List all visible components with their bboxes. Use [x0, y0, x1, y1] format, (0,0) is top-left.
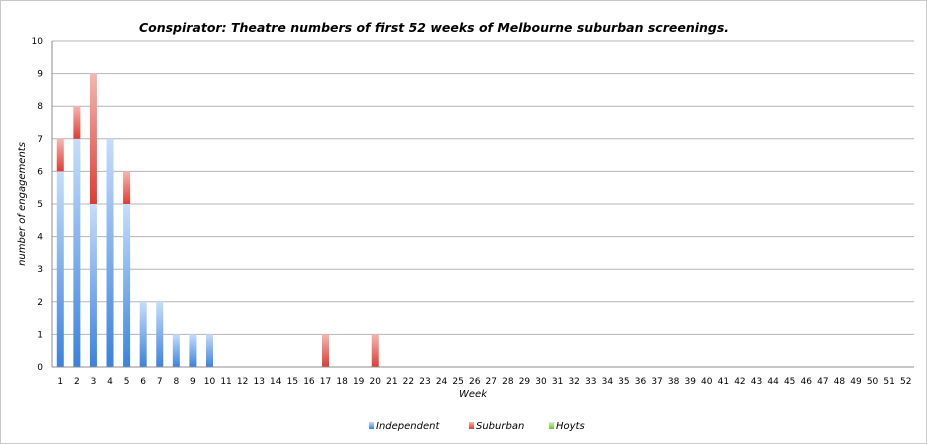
axes [51, 41, 914, 368]
bar-suburban-week-1 [56, 138, 64, 172]
legend-label-suburban: Suburban [476, 421, 524, 432]
legend-swatch-hoyts [549, 422, 554, 429]
bar-independent-week-6 [139, 301, 147, 367]
x-tick-label: 44 [767, 377, 779, 387]
bar-independent-week-9 [189, 334, 197, 367]
x-tick-label: 4 [107, 377, 113, 387]
y-tick-label: 4 [37, 233, 43, 243]
bar-independent-week-4 [106, 138, 114, 367]
x-tick-label: 48 [834, 377, 846, 387]
y-tick-label: 10 [32, 37, 44, 47]
legend-label-hoyts: Hoyts [556, 421, 585, 432]
y-tick-label: 2 [37, 298, 43, 308]
y-tick-label: 8 [37, 102, 43, 112]
x-tick-label: 43 [751, 377, 762, 387]
legend-swatch-suburban [469, 422, 474, 429]
gridlines [52, 40, 914, 368]
bar-independent-week-10 [205, 334, 213, 367]
x-tick-label: 22 [403, 377, 414, 387]
x-tick-label: 17 [320, 377, 331, 387]
bar-suburban-week-3 [89, 73, 97, 204]
x-tick-label: 18 [336, 377, 348, 387]
x-tick-label: 34 [602, 377, 614, 387]
x-tick-label: 3 [91, 377, 97, 387]
x-tick-label: 25 [452, 377, 463, 387]
y-tick-label: 6 [37, 167, 43, 177]
x-tick-label: 29 [519, 377, 531, 387]
x-tick-label: 28 [502, 377, 514, 387]
y-tick-label: 7 [37, 135, 43, 145]
x-tick-label: 26 [469, 377, 481, 387]
y-tick-label: 1 [37, 330, 43, 340]
x-tick-label: 5 [124, 377, 130, 387]
legend-swatch-independent [369, 422, 374, 429]
x-tick-label: 42 [734, 377, 745, 387]
x-tick-label: 39 [684, 377, 696, 387]
bar-suburban-week-5 [123, 171, 131, 204]
x-tick-label: 38 [668, 377, 680, 387]
x-tick-label: 20 [370, 377, 382, 387]
x-tick-label: 52 [900, 377, 911, 387]
bar-independent-week-5 [123, 204, 131, 367]
x-tick-label: 50 [867, 377, 879, 387]
x-tick-label: 12 [237, 377, 248, 387]
x-tick-label: 33 [585, 377, 596, 387]
y-axis-label: number of engagements [17, 142, 28, 266]
x-tick-label: 1 [57, 377, 63, 387]
x-tick-label: 6 [140, 377, 146, 387]
bars [56, 73, 379, 367]
x-tick-label: 2 [74, 377, 80, 387]
x-tick-label: 40 [701, 377, 713, 387]
x-axis-label: Week [459, 389, 488, 400]
x-tick-label: 15 [287, 377, 298, 387]
bar-independent-week-3 [89, 204, 97, 367]
bar-independent-week-1 [56, 171, 64, 367]
x-tick-label: 47 [817, 377, 828, 387]
bar-independent-week-2 [73, 138, 81, 367]
x-tick-label: 36 [635, 377, 647, 387]
x-tick-label: 16 [303, 377, 315, 387]
x-tick-label: 49 [850, 377, 862, 387]
x-tick-label: 51 [883, 377, 894, 387]
x-tick-label: 30 [535, 377, 547, 387]
legend-label-independent: Independent [376, 421, 440, 432]
x-tick-label: 24 [436, 377, 448, 387]
x-tick-label: 37 [651, 377, 662, 387]
x-tick-label: 8 [173, 377, 179, 387]
y-tick-label: 3 [37, 265, 43, 275]
x-tick-label: 23 [419, 377, 430, 387]
x-tick-label: 35 [618, 377, 629, 387]
y-tick-label: 0 [37, 363, 43, 373]
y-tick-label: 5 [37, 200, 43, 210]
chart-title: Conspirator: Theatre numbers of first 52… [139, 20, 729, 35]
x-tick-label: 32 [568, 377, 579, 387]
x-tick-label: 9 [190, 377, 196, 387]
x-tick-label: 13 [253, 377, 264, 387]
y-tick-labels: 0 1 2 3 4 5 6 7 8 9 10 [32, 37, 44, 373]
x-tick-label: 21 [386, 377, 397, 387]
x-tick-label: 10 [204, 377, 216, 387]
bar-independent-week-8 [172, 334, 180, 367]
x-tick-label: 31 [552, 377, 563, 387]
y-tick-label: 9 [37, 70, 43, 80]
x-tick-label: 7 [157, 377, 163, 387]
x-tick-label: 46 [801, 377, 813, 387]
x-tick-label: 14 [270, 377, 282, 387]
legend: Independent Suburban Hoyts [369, 421, 585, 432]
x-tick-label: 27 [486, 377, 497, 387]
x-tick-labels: 1 2 3 4 5 6 7 8 9 10 11 12 13 14 15 16 17 18 19 20 21 22 23 24 2… [57, 377, 911, 387]
x-tick-label: 41 [718, 377, 729, 387]
x-tick-label: 11 [220, 377, 231, 387]
x-tick-label: 19 [353, 377, 365, 387]
x-tick-label: 45 [784, 377, 795, 387]
bar-independent-week-7 [156, 301, 164, 367]
bar-suburban-week-2 [73, 106, 81, 139]
bar-suburban-week-17 [322, 334, 330, 367]
bar-suburban-week-20 [371, 334, 379, 367]
